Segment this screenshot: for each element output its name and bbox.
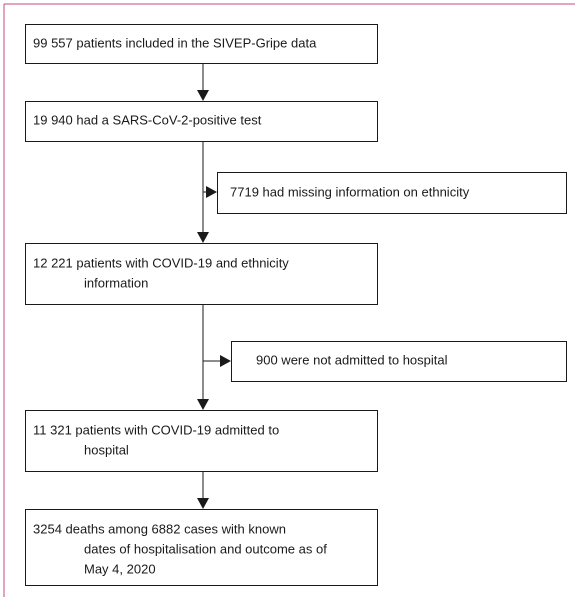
box-text: 12 221 patients with COVID-19 and ethnic… [33, 255, 289, 270]
arrowhead [197, 90, 209, 101]
arrowhead [197, 232, 209, 243]
box [231, 341, 567, 382]
box-text: 900 were not admitted to hospital [256, 352, 448, 367]
arrowhead [206, 186, 217, 198]
box-text: May 4, 2020 [84, 561, 156, 576]
arrowhead [197, 498, 209, 509]
box [217, 172, 567, 214]
box [25, 509, 378, 586]
box-text: hospital [84, 442, 129, 457]
box-text: 19 940 had a SARS-CoV-2-positive test [33, 112, 262, 127]
box-text: dates of hospitalisation and outcome as … [84, 541, 327, 556]
box-text: 11 321 patients with COVID-19 admitted t… [33, 422, 279, 437]
box [25, 243, 378, 305]
box-text: information [84, 275, 148, 290]
box [25, 24, 378, 64]
box [25, 410, 378, 472]
box-text: 99 557 patients included in the SIVEP-Gr… [33, 35, 317, 50]
box-text: 3254 deaths among 6882 cases with known [33, 521, 286, 536]
arrowhead [220, 355, 231, 367]
box [25, 101, 378, 142]
box-text: 7719 had missing information on ethnicit… [230, 184, 470, 199]
arrowhead [197, 399, 209, 410]
